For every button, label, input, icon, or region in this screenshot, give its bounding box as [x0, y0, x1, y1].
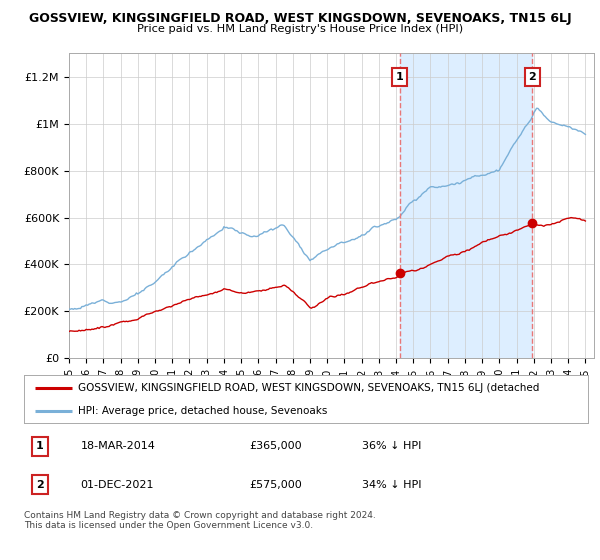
Text: 34% ↓ HPI: 34% ↓ HPI	[362, 479, 422, 489]
Text: 1: 1	[36, 441, 44, 451]
Text: 2: 2	[36, 479, 44, 489]
Text: 18-MAR-2014: 18-MAR-2014	[80, 441, 155, 451]
Bar	[400, 53, 532, 358]
Text: GOSSVIEW, KINGSINGFIELD ROAD, WEST KINGSDOWN, SEVENOAKS, TN15 6LJ: GOSSVIEW, KINGSINGFIELD ROAD, WEST KINGS…	[29, 12, 571, 25]
Text: 1: 1	[396, 72, 404, 82]
Text: Price paid vs. HM Land Registry's House Price Index (HPI): Price paid vs. HM Land Registry's House …	[137, 24, 463, 34]
Text: 01-DEC-2021: 01-DEC-2021	[80, 479, 154, 489]
Text: 36% ↓ HPI: 36% ↓ HPI	[362, 441, 422, 451]
Text: HPI: Average price, detached house, Sevenoaks: HPI: Average price, detached house, Seve…	[77, 406, 327, 416]
Text: 2: 2	[529, 72, 536, 82]
Text: £365,000: £365,000	[250, 441, 302, 451]
Text: GOSSVIEW, KINGSINGFIELD ROAD, WEST KINGSDOWN, SEVENOAKS, TN15 6LJ (detached: GOSSVIEW, KINGSINGFIELD ROAD, WEST KINGS…	[77, 383, 539, 393]
Text: Contains HM Land Registry data © Crown copyright and database right 2024.
This d: Contains HM Land Registry data © Crown c…	[24, 511, 376, 530]
Text: £575,000: £575,000	[250, 479, 302, 489]
